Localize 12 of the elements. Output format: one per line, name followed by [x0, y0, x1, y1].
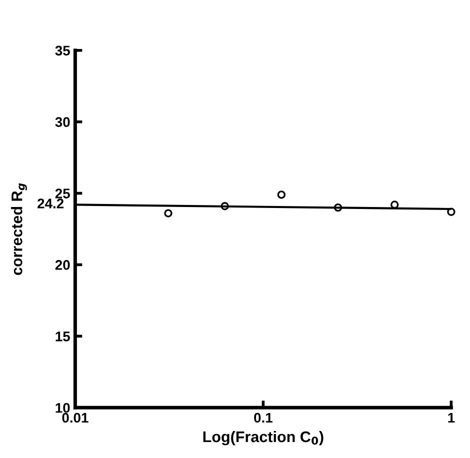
x-tick-label: 0.01: [62, 412, 88, 423]
x-axis-title: Log(Fraction C$_{0}$): [203, 430, 324, 446]
y-axis-title: corrected R$_{g}$: [11, 183, 27, 275]
y-tick-label: 10: [56, 402, 70, 413]
x-tick-label: 0.1: [254, 412, 272, 423]
y-tick-label: 35: [55, 46, 70, 56]
x-tick-label: 1: [448, 412, 455, 423]
annotation: 24.2: [38, 198, 64, 208]
y-tick-label: 15: [56, 332, 70, 342]
y-tick-label: 20: [55, 260, 70, 270]
y-tick-label: 25: [55, 188, 70, 198]
y-tick-label: 30: [55, 117, 70, 128]
